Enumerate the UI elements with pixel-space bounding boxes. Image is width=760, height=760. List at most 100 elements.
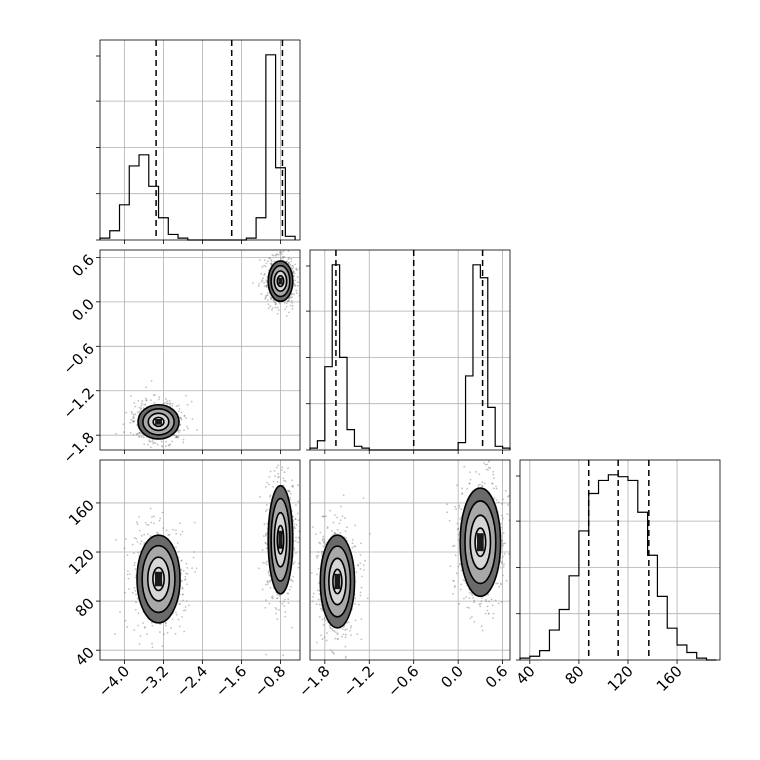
sample-point bbox=[342, 626, 345, 628]
sample-point bbox=[276, 618, 279, 620]
sample-point bbox=[138, 406, 141, 409]
sample-point bbox=[320, 634, 322, 637]
sample-point bbox=[297, 281, 299, 284]
sample-point bbox=[147, 443, 149, 446]
sample-point bbox=[185, 562, 188, 565]
sample-point bbox=[326, 526, 329, 528]
sample-point bbox=[295, 552, 297, 554]
sample-point bbox=[124, 591, 126, 594]
sample-point bbox=[258, 567, 260, 570]
sample-point bbox=[503, 552, 506, 555]
sample-point bbox=[492, 487, 495, 490]
sample-point bbox=[270, 262, 273, 265]
sample-point bbox=[300, 525, 302, 527]
sample-point bbox=[287, 250, 290, 252]
sample-point bbox=[182, 438, 185, 441]
sample-point bbox=[468, 482, 471, 485]
sample-point bbox=[266, 481, 268, 484]
sample-point bbox=[178, 410, 180, 413]
sample-point bbox=[329, 649, 332, 651]
sample-point bbox=[287, 258, 290, 261]
sample-point bbox=[191, 418, 194, 420]
sample-point bbox=[359, 567, 362, 570]
sample-point bbox=[265, 285, 268, 288]
sample-point bbox=[148, 440, 151, 443]
sample-point bbox=[129, 421, 132, 424]
sample-point bbox=[329, 626, 332, 629]
sample-point bbox=[491, 604, 494, 607]
sample-point bbox=[263, 281, 265, 284]
sample-point bbox=[281, 253, 283, 256]
sample-point bbox=[340, 505, 342, 508]
sample-point bbox=[508, 553, 510, 556]
sample-point bbox=[288, 296, 291, 298]
x-tick-label: −2.4 bbox=[173, 662, 211, 700]
sample-point bbox=[283, 471, 286, 474]
x-tick-label: 120 bbox=[604, 662, 637, 695]
sample-point bbox=[139, 635, 142, 637]
sample-point bbox=[331, 529, 334, 532]
sample-point bbox=[135, 537, 138, 540]
sample-point bbox=[287, 592, 290, 595]
sample-point bbox=[280, 257, 283, 260]
sample-point bbox=[261, 588, 264, 591]
sample-point bbox=[275, 466, 278, 469]
sample-point bbox=[258, 259, 261, 261]
sample-point bbox=[129, 431, 132, 434]
sample-point bbox=[333, 531, 336, 534]
sample-point bbox=[290, 293, 293, 296]
sample-point bbox=[292, 270, 294, 273]
sample-point bbox=[325, 639, 328, 642]
sample-point bbox=[317, 554, 320, 557]
sample-point bbox=[167, 534, 170, 536]
sample-point bbox=[293, 561, 296, 563]
sample-point bbox=[140, 404, 143, 407]
sample-point bbox=[500, 561, 503, 563]
sample-point bbox=[331, 627, 334, 630]
sample-point bbox=[459, 517, 461, 520]
sample-point bbox=[462, 579, 465, 581]
sample-point bbox=[341, 515, 344, 518]
sample-point bbox=[287, 601, 290, 604]
sample-point bbox=[179, 429, 182, 432]
sample-point bbox=[140, 436, 143, 438]
sample-point bbox=[294, 263, 296, 266]
sample-point bbox=[334, 532, 337, 535]
sample-point bbox=[493, 496, 496, 499]
sample-point bbox=[461, 487, 463, 490]
sample-point bbox=[127, 570, 129, 573]
sample-point bbox=[264, 542, 267, 545]
sample-point bbox=[272, 485, 274, 488]
sample-point bbox=[168, 533, 171, 536]
sample-point bbox=[115, 538, 117, 541]
sample-point bbox=[184, 609, 187, 612]
sample-point bbox=[322, 537, 324, 540]
sample-point bbox=[500, 562, 503, 565]
sample-point bbox=[269, 257, 271, 260]
contour-line bbox=[474, 527, 487, 558]
sample-point bbox=[331, 629, 334, 632]
sample-point bbox=[286, 592, 289, 595]
sample-point bbox=[332, 672, 334, 674]
contour-line bbox=[464, 500, 497, 585]
sample-point bbox=[294, 279, 297, 282]
sample-point bbox=[288, 588, 291, 591]
sample-point bbox=[180, 417, 183, 420]
sample-point bbox=[168, 404, 171, 406]
sample-point bbox=[166, 402, 168, 405]
sample-point bbox=[270, 246, 272, 248]
sample-point bbox=[157, 532, 159, 535]
sample-point bbox=[138, 515, 141, 518]
sample-point bbox=[491, 617, 494, 620]
sample-point bbox=[265, 532, 268, 535]
sample-point bbox=[276, 481, 279, 483]
sample-point bbox=[139, 542, 142, 545]
sample-point bbox=[479, 483, 481, 486]
sample-point bbox=[136, 411, 139, 414]
sample-point bbox=[143, 403, 146, 406]
sample-point bbox=[359, 562, 362, 565]
sample-point bbox=[287, 261, 290, 264]
sample-point bbox=[487, 469, 489, 471]
sample-point bbox=[164, 445, 167, 448]
